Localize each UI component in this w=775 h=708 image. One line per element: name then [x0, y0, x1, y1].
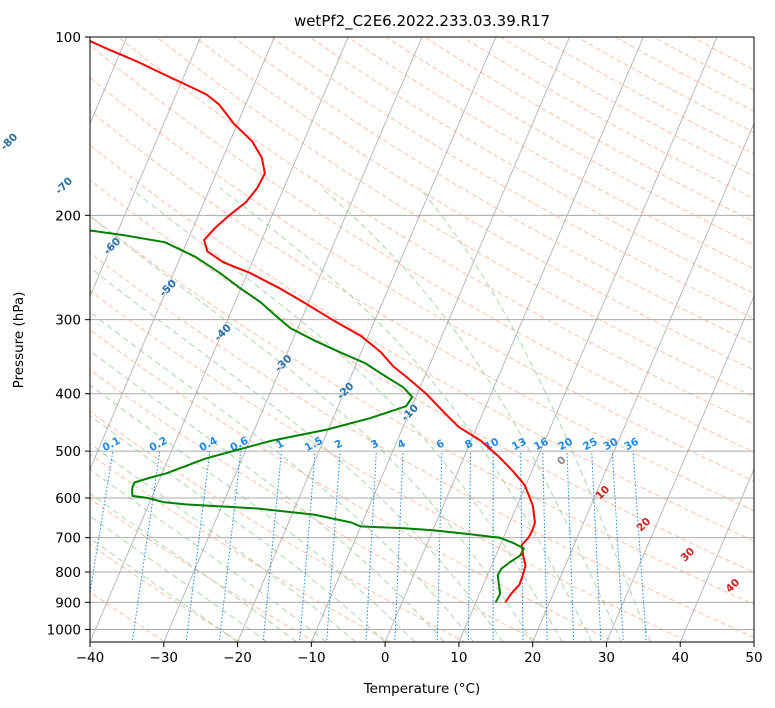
isotherm-line [606, 295, 754, 642]
mixing-ratio-line [365, 451, 377, 642]
dry-adiabat-line [232, 37, 754, 345]
moist-adiabat-line [90, 492, 297, 642]
isotherm-line [310, 37, 571, 642]
moist-adiabat-line [419, 187, 652, 642]
dry-adiabat-line [90, 329, 616, 642]
mixing-ratio-line [218, 451, 242, 642]
moist-adiabat-line [90, 468, 327, 642]
moist-adiabat-line [90, 267, 504, 642]
isotherm-line [679, 467, 754, 642]
mixing-ratio-line [591, 451, 602, 642]
dry-adiabat-line [90, 215, 754, 606]
x-tick-label: −30 [150, 650, 179, 666]
x-tick-label: 0 [381, 650, 390, 666]
mixing-ratio-line [632, 451, 647, 642]
dry-adiabat-line [576, 37, 754, 133]
profile-lines [90, 39, 536, 603]
mixing-ratio-line [90, 451, 114, 596]
mixing-ratio-line [611, 451, 624, 642]
dry-adiabat-line [346, 37, 754, 270]
y-axis-label: Pressure (hPa) [11, 292, 27, 389]
temperature-line [90, 39, 536, 603]
isotherm-line [90, 37, 202, 298]
mixing-ratio-line [542, 451, 548, 642]
moist-adiabat-line [90, 311, 475, 642]
y-tick-label: 600 [55, 491, 81, 507]
x-tick-label: −20 [223, 650, 252, 666]
mixing-ratio-line [299, 451, 316, 642]
mixing-ratio-line [520, 451, 524, 642]
mixing-ratio-line [394, 451, 404, 642]
x-axis-label: Temperature (°C) [363, 681, 481, 697]
moist-adiabat-line [90, 442, 356, 642]
isotherm-line [90, 37, 349, 642]
dry-adiabat-line [90, 44, 754, 453]
dry-adiabat-line [499, 37, 754, 177]
y-tick-label: 400 [55, 387, 81, 403]
dry-adiabat-line [90, 179, 754, 573]
isotherm-line [532, 122, 754, 642]
dry-adiabat-line [90, 290, 691, 642]
plot-frame [89, 36, 755, 643]
y-tick-label: 1000 [47, 622, 81, 638]
moist-adiabat-line [130, 187, 563, 642]
y-tick-label: 800 [55, 565, 81, 581]
dry-adiabat-line [90, 110, 754, 512]
mixing-ratio-line [326, 451, 341, 642]
dry-adiabat-line [461, 37, 754, 200]
mixing-ratio-line [131, 451, 161, 642]
y-tick-label: 200 [55, 208, 81, 224]
y-tick-label: 700 [55, 531, 81, 547]
x-tick-label: 50 [745, 650, 762, 666]
y-tick-label: 100 [55, 30, 81, 46]
dry-adiabat-line [194, 37, 754, 371]
isotherm-line [90, 37, 275, 471]
isotherm-line [237, 37, 497, 642]
x-tick-label: 30 [598, 650, 615, 666]
dry-adiabat-line [90, 77, 754, 482]
mixing-ratio-line [436, 451, 443, 642]
chart-title: wetPf2_C2E6.2022.233.03.39.R17 [294, 12, 550, 31]
moist-adiabat-line [90, 415, 386, 642]
x-tick-label: −10 [297, 650, 326, 666]
dry-adiabat-line [117, 37, 754, 425]
x-tick-label: 10 [450, 650, 467, 666]
dry-adiabat-line [90, 369, 541, 642]
dry-adiabat-line [423, 37, 754, 223]
axis-ticks: −40 −30 −20 −10 0 10 20 30 40 50 100 200 300 400 500 60… [47, 30, 763, 666]
dry-adiabat-line [385, 37, 754, 246]
dry-adiabat-line [90, 410, 466, 642]
dewpoint-line [90, 229, 525, 603]
moist-adiabat-line [90, 215, 534, 642]
moist-adiabat-line [90, 384, 415, 642]
y-tick-label: 300 [55, 313, 81, 329]
y-tick-label: 500 [55, 444, 81, 460]
mixing-ratio-line [185, 451, 211, 642]
isotherm-line [90, 37, 128, 125]
mixing-ratio-line [566, 451, 575, 642]
dry-adiabat-line [90, 252, 754, 639]
mixing-ratio-line [467, 451, 471, 642]
background-lines [90, 37, 754, 642]
mixing-ratio-line [262, 451, 282, 642]
dry-adiabat-line [155, 37, 754, 398]
x-tick-label: −40 [76, 650, 105, 666]
moist-adiabat-line [321, 187, 622, 642]
x-tick-label: 40 [672, 650, 689, 666]
x-tick-label: 20 [524, 650, 541, 666]
moist-adiabat-line [90, 515, 268, 642]
isotherm-line [384, 37, 644, 642]
y-tick-label: 900 [55, 595, 81, 611]
isotherm-line [458, 37, 718, 642]
isotherm-line [163, 37, 423, 642]
